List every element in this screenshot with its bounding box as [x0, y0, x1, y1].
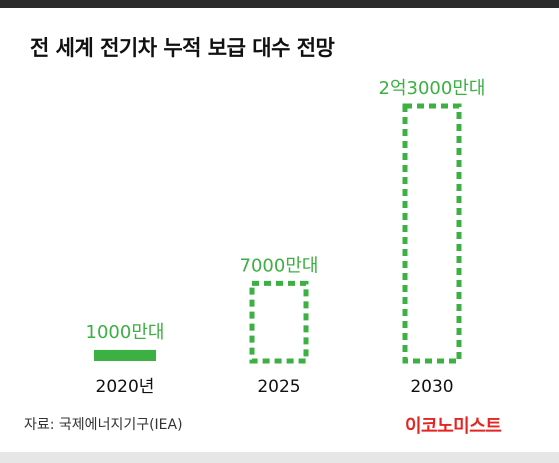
data-label-1: 7000만대	[240, 255, 319, 276]
bottom-bar	[0, 452, 559, 463]
category-label-1: 2025	[257, 377, 300, 397]
bar-1	[249, 280, 309, 364]
source-note: 자료: 국제에너지기구(IEA)	[24, 417, 183, 433]
top-bar	[0, 0, 559, 8]
category-label-2: 2030	[410, 377, 453, 397]
data-label-2: 2억3000만대	[379, 78, 486, 99]
data-label-0: 1000만대	[86, 322, 165, 343]
publisher-logo: 이코노미스트	[405, 416, 502, 437]
bar-2	[402, 103, 462, 364]
category-label-0: 2020년	[96, 377, 155, 397]
bar-0	[94, 349, 156, 361]
chart-title: 전 세계 전기차 누적 보급 대수 전망	[30, 36, 335, 60]
